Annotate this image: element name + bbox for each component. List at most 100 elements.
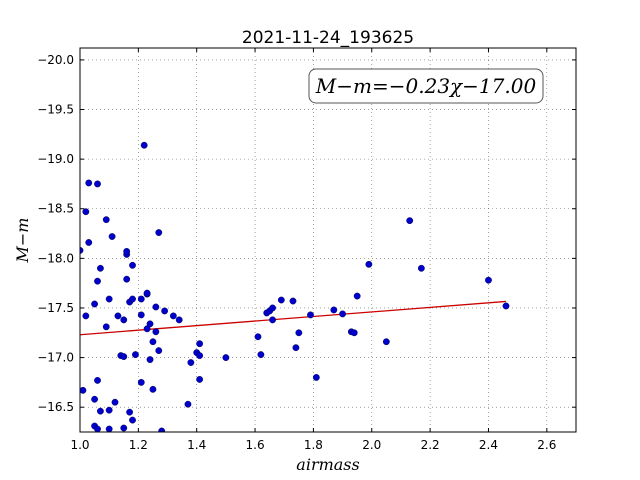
data-point xyxy=(105,406,113,414)
data-point xyxy=(330,306,338,314)
y-axis-ticks: −16.5 −17.0 −17.5 −18.0 −18.5 −19.0 −19.5 −20.0 xyxy=(37,53,576,414)
data-point xyxy=(222,354,230,361)
data-point xyxy=(123,275,131,283)
data-point xyxy=(196,340,204,348)
fit-line xyxy=(79,300,507,336)
data-point xyxy=(417,264,425,272)
data-point xyxy=(137,295,145,303)
data-point xyxy=(114,312,122,320)
data-point xyxy=(269,304,276,312)
data-point xyxy=(94,180,101,188)
data-point xyxy=(85,179,93,187)
data-point xyxy=(102,323,110,331)
data-point xyxy=(269,316,276,324)
data-point xyxy=(406,217,414,225)
x-tick-label: 1.6 xyxy=(246,438,265,452)
fit-line-layer xyxy=(79,300,507,336)
data-point xyxy=(277,296,285,304)
data-point xyxy=(91,395,98,403)
data-point xyxy=(257,351,265,359)
data-point xyxy=(175,316,183,324)
data-point xyxy=(123,248,131,255)
grid xyxy=(79,48,576,432)
x-tick-label: 1.2 xyxy=(129,438,148,452)
data-point xyxy=(111,398,119,406)
data-point xyxy=(94,425,101,432)
data-point xyxy=(485,276,492,284)
data-point xyxy=(155,347,163,355)
data-point xyxy=(126,408,134,416)
y-tick-label: −19.0 xyxy=(37,152,74,166)
data-point xyxy=(129,261,136,269)
x-tick-label: 2.6 xyxy=(537,438,556,452)
x-tick-label: 2.4 xyxy=(479,438,498,452)
data-point xyxy=(82,208,90,216)
data-point xyxy=(149,338,157,346)
y-tick-label: −19.5 xyxy=(37,103,74,117)
data-point xyxy=(339,310,346,318)
data-point xyxy=(102,216,110,224)
data-point xyxy=(254,333,262,341)
data-point xyxy=(149,385,157,393)
points-layer xyxy=(80,141,510,432)
data-point xyxy=(152,328,160,336)
data-point xyxy=(187,359,195,366)
y-tick-label: −16.5 xyxy=(37,400,74,414)
data-point xyxy=(80,386,87,394)
data-point xyxy=(184,400,192,408)
data-point xyxy=(94,277,101,285)
data-point xyxy=(155,229,163,236)
data-point xyxy=(97,407,104,415)
data-point xyxy=(289,297,297,305)
x-tick-label: 2.0 xyxy=(362,438,381,452)
data-point xyxy=(353,292,361,300)
y-tick-label: −20.0 xyxy=(37,53,74,67)
data-point xyxy=(94,377,101,384)
data-point xyxy=(82,312,90,320)
data-point xyxy=(350,329,358,337)
x-axis-ticks: 1.0 1.2 1.4 1.6 1.8 2.0 2.2 2.4 2.6 xyxy=(70,48,556,452)
data-point xyxy=(146,356,154,363)
data-point xyxy=(161,307,169,315)
x-axis-label: airmass xyxy=(296,455,359,474)
data-point xyxy=(85,239,93,246)
chart-title: 2021-11-24_193625 xyxy=(242,28,414,48)
data-point xyxy=(120,424,128,432)
data-point xyxy=(169,312,177,320)
y-tick-label: −18.5 xyxy=(37,202,74,216)
data-point xyxy=(108,233,116,240)
data-point xyxy=(120,316,128,324)
data-point xyxy=(152,303,160,311)
data-point xyxy=(196,352,204,359)
plot-frame xyxy=(79,47,577,433)
y-axis-label: M−m xyxy=(13,218,32,264)
y-tick-label: −17.5 xyxy=(37,301,74,315)
data-point xyxy=(120,353,128,360)
data-point xyxy=(307,311,314,319)
data-point xyxy=(292,344,300,352)
data-point xyxy=(382,338,390,346)
x-tick-label: 1.0 xyxy=(70,438,89,452)
data-point xyxy=(146,320,154,328)
x-tick-label: 1.8 xyxy=(304,438,323,452)
data-point xyxy=(137,378,145,386)
data-point xyxy=(132,351,139,359)
data-point xyxy=(97,264,104,272)
data-point xyxy=(502,302,510,310)
data-point xyxy=(295,329,303,337)
annotation-box: M−m=−0.23χ−17.00 xyxy=(308,68,544,104)
y-tick-label: −17.0 xyxy=(37,351,74,365)
data-point xyxy=(129,416,136,424)
data-point xyxy=(91,300,98,308)
data-point xyxy=(196,376,204,383)
x-tick-label: 2.2 xyxy=(421,438,440,452)
data-point xyxy=(158,427,166,432)
data-point xyxy=(105,425,113,432)
data-point xyxy=(143,325,151,333)
data-point xyxy=(140,141,148,149)
data-point xyxy=(143,289,151,297)
data-point xyxy=(137,311,145,319)
data-point xyxy=(312,374,320,381)
data-point xyxy=(365,260,373,268)
